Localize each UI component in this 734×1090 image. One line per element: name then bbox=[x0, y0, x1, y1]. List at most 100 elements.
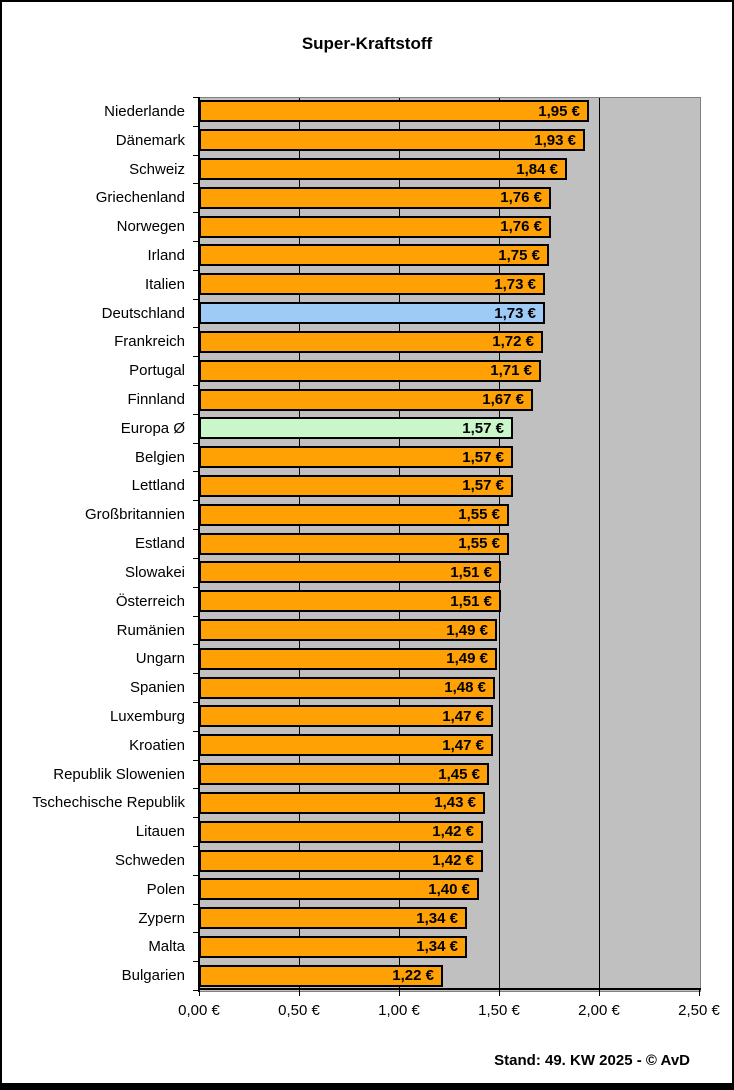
bar-belgien: 1,57 € bbox=[199, 446, 513, 469]
bar-area: 1,49 € bbox=[185, 616, 701, 645]
category-label: Estland bbox=[134, 535, 185, 553]
value-label: 1,71 € bbox=[490, 362, 532, 380]
value-label: 1,22 € bbox=[392, 967, 434, 985]
y-tick bbox=[193, 760, 199, 761]
y-tick bbox=[193, 788, 199, 789]
category-label: Tschechische Republik bbox=[32, 794, 185, 812]
y-tick bbox=[193, 846, 199, 847]
chart-row: Schweiz 1,84 € bbox=[2, 155, 701, 184]
bar-d-nemark: 1,93 € bbox=[199, 129, 585, 152]
chart-title: Super-Kraftstoff bbox=[301, 34, 433, 53]
y-tick bbox=[193, 471, 199, 472]
category-label: Frankreich bbox=[114, 333, 185, 351]
bar-slowakei: 1,51 € bbox=[199, 561, 501, 584]
x-tick bbox=[699, 990, 700, 996]
value-label: 1,34 € bbox=[416, 909, 458, 927]
y-tick bbox=[193, 299, 199, 300]
category-label: Ungarn bbox=[135, 650, 185, 668]
y-tick bbox=[193, 155, 199, 156]
category-label: Luxemburg bbox=[109, 707, 185, 725]
y-tick bbox=[193, 270, 199, 271]
y-tick bbox=[193, 616, 199, 617]
chart-row: Bulgarien 1,22 € bbox=[2, 961, 701, 990]
x-tick bbox=[499, 990, 500, 996]
chart-row: Zypern 1,34 € bbox=[2, 904, 701, 933]
bar-irland: 1,75 € bbox=[199, 244, 549, 267]
value-label: 1,45 € bbox=[438, 765, 480, 783]
category-label: Italien bbox=[144, 275, 185, 293]
y-tick bbox=[193, 990, 199, 991]
bar-europa-: 1,57 € bbox=[199, 417, 513, 440]
chart-row: Norwegen 1,76 € bbox=[2, 212, 701, 241]
chart-row: Europa Ø 1,57 € bbox=[2, 414, 701, 443]
y-tick bbox=[193, 356, 199, 357]
bar-luxemburg: 1,47 € bbox=[199, 705, 493, 728]
bar-area: 1,47 € bbox=[185, 731, 701, 760]
gridline bbox=[599, 98, 600, 988]
y-tick bbox=[193, 327, 199, 328]
y-tick bbox=[193, 817, 199, 818]
bar-area: 1,45 € bbox=[185, 760, 701, 789]
y-tick bbox=[193, 183, 199, 184]
bar-finnland: 1,67 € bbox=[199, 388, 533, 411]
y-tick bbox=[193, 126, 199, 127]
chart-rows: Niederlande 1,95 € Dänemark 1,93 € Schweiz 1,… bbox=[2, 97, 701, 990]
bar-gro-britannien: 1,55 € bbox=[199, 503, 509, 526]
footer-note: Stand: 49. KW 2025 - © AvD bbox=[494, 1052, 690, 1069]
bar-rum-nien: 1,49 € bbox=[199, 619, 497, 642]
chart-row: Lettland 1,57 € bbox=[2, 472, 701, 501]
bar-italien: 1,73 € bbox=[199, 273, 545, 296]
value-label: 1,48 € bbox=[444, 679, 486, 697]
bar-area: 1,57 € bbox=[185, 443, 701, 472]
x-tick bbox=[599, 990, 600, 996]
value-label: 1,34 € bbox=[416, 938, 458, 956]
bar--sterreich: 1,51 € bbox=[199, 590, 501, 613]
value-label: 1,73 € bbox=[494, 275, 536, 293]
chart-row: Großbritannien 1,55 € bbox=[2, 500, 701, 529]
bar-spanien: 1,48 € bbox=[199, 676, 495, 699]
value-label: 1,57 € bbox=[462, 419, 504, 437]
y-tick bbox=[193, 212, 199, 213]
category-label: Malta bbox=[148, 938, 185, 956]
bar-area: 1,57 € bbox=[185, 414, 701, 443]
category-label: Litauen bbox=[135, 823, 185, 841]
chart-row: Schweden 1,42 € bbox=[2, 846, 701, 875]
y-tick bbox=[193, 644, 199, 645]
bar-polen: 1,40 € bbox=[199, 878, 479, 901]
chart-row: Kroatien 1,47 € bbox=[2, 731, 701, 760]
bar-griechenland: 1,76 € bbox=[199, 186, 551, 209]
category-label: Österreich bbox=[115, 592, 185, 610]
bar-area: 1,72 € bbox=[185, 328, 701, 357]
chart-row: Niederlande 1,95 € bbox=[2, 97, 701, 126]
category-label: Großbritannien bbox=[84, 506, 185, 524]
y-tick bbox=[193, 558, 199, 559]
value-label: 1,76 € bbox=[500, 189, 542, 207]
value-label: 1,51 € bbox=[450, 563, 492, 581]
x-tick-label: 0,50 € bbox=[278, 1002, 320, 1019]
category-label: Lettland bbox=[131, 477, 185, 495]
y-tick bbox=[193, 875, 199, 876]
chart-row: Griechenland 1,76 € bbox=[2, 183, 701, 212]
bar-niederlande: 1,95 € bbox=[199, 100, 589, 123]
x-tick bbox=[399, 990, 400, 996]
bar-area: 1,76 € bbox=[185, 212, 701, 241]
bar-frankreich: 1,72 € bbox=[199, 330, 543, 353]
category-label: Norwegen bbox=[116, 218, 185, 236]
category-label: Schweden bbox=[114, 852, 185, 870]
category-label: Polen bbox=[146, 880, 185, 898]
bar-estland: 1,55 € bbox=[199, 532, 509, 555]
category-label: Spanien bbox=[129, 679, 185, 697]
chart-row: Frankreich 1,72 € bbox=[2, 328, 701, 357]
bar-area: 1,84 € bbox=[185, 155, 701, 184]
x-tick bbox=[299, 990, 300, 996]
bar-area: 1,34 € bbox=[185, 904, 701, 933]
y-tick bbox=[193, 385, 199, 386]
category-label: Deutschland bbox=[101, 304, 185, 322]
bar-deutschland: 1,73 € bbox=[199, 302, 545, 325]
category-label: Irland bbox=[147, 246, 185, 264]
bar-malta: 1,34 € bbox=[199, 935, 467, 958]
bar-portugal: 1,71 € bbox=[199, 359, 541, 382]
bar-area: 1,73 € bbox=[185, 270, 701, 299]
chart-row: Republik Slowenien 1,45 € bbox=[2, 760, 701, 789]
